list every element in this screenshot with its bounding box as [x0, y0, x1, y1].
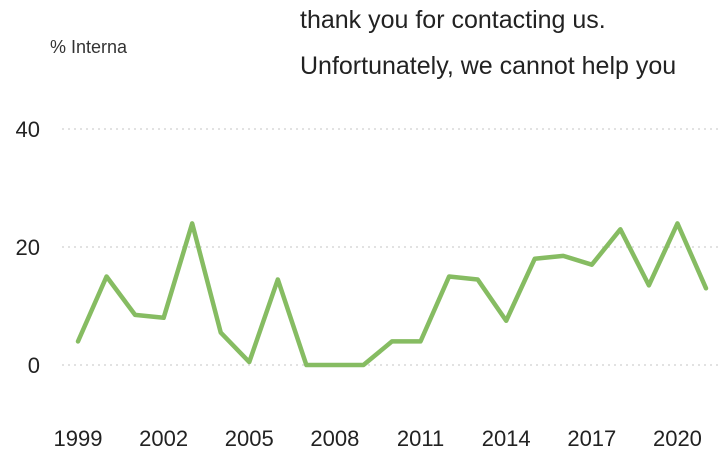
- overlay-text-line-1: thank you for contacting us.: [300, 6, 606, 34]
- x-tick-label: 2005: [225, 426, 274, 449]
- x-tick-label: 2014: [482, 426, 531, 449]
- y-tick-label: 40: [16, 117, 40, 142]
- overlay-text-block: thank you for contacting us. Unfortunate…: [300, 0, 722, 80]
- y-axis-title: % Interna: [50, 37, 128, 57]
- x-tick-label: 1999: [54, 426, 103, 449]
- x-tick-label: 2002: [139, 426, 188, 449]
- x-tick-label: 2008: [310, 426, 359, 449]
- y-tick-label: 0: [28, 353, 40, 378]
- x-tick-label: 2020: [653, 426, 702, 449]
- overlay-text-line-2: Unfortunately, we cannot help you: [300, 52, 677, 80]
- series-line-0: [75, 221, 709, 368]
- y-tick-label: 20: [16, 235, 40, 260]
- x-tick-label: 2017: [567, 426, 616, 449]
- x-tick-label: 2011: [397, 426, 444, 449]
